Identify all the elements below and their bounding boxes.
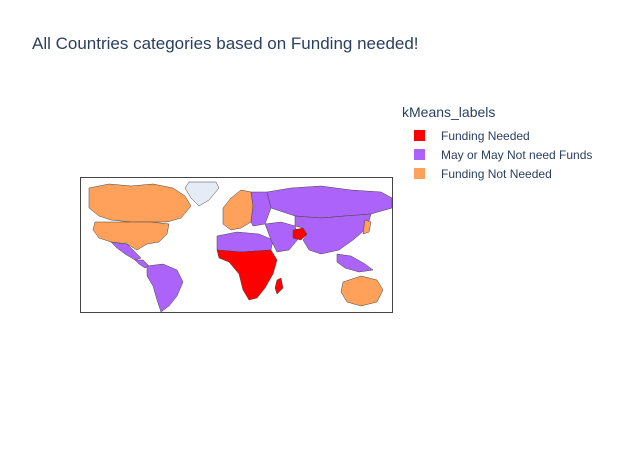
legend-label: Funding Not Needed xyxy=(441,166,552,181)
russia-region[interactable] xyxy=(266,185,392,219)
south-america-region[interactable] xyxy=(146,263,184,312)
asia-region[interactable] xyxy=(294,213,372,255)
united-states-region[interactable] xyxy=(92,221,170,251)
legend-title: kMeans_labels xyxy=(402,104,496,120)
legend-swatch-funding-not-needed xyxy=(414,168,425,179)
legend-item-may-or-may-not[interactable]: May or May Not need Funds xyxy=(402,145,592,164)
chart-title: All Countries categories based on Fundin… xyxy=(32,34,419,53)
north-africa-region[interactable] xyxy=(216,231,274,253)
mexico-region[interactable] xyxy=(110,241,142,261)
japan-region[interactable] xyxy=(362,219,372,235)
canada-region[interactable] xyxy=(88,183,192,223)
afghanistan-region[interactable] xyxy=(292,227,308,241)
legend-label: Funding Needed xyxy=(441,128,530,143)
legend-swatch-may-or-may-not xyxy=(414,149,425,160)
eastern-europe-region[interactable] xyxy=(250,191,272,227)
greenland-region[interactable] xyxy=(184,181,220,207)
world-map[interactable] xyxy=(80,177,393,313)
sub-saharan-africa-region[interactable] xyxy=(216,249,278,301)
australia-region[interactable] xyxy=(340,275,384,307)
southeast-asia-region[interactable] xyxy=(336,253,374,273)
madagascar-region[interactable] xyxy=(274,277,284,295)
legend-item-funding-needed[interactable]: Funding Needed xyxy=(402,126,592,145)
legend-label: May or May Not need Funds xyxy=(441,147,593,162)
legend: kMeans_labels Funding Needed May or May … xyxy=(402,104,592,183)
western-europe-region[interactable] xyxy=(222,189,254,231)
map-canvas[interactable] xyxy=(81,178,392,312)
legend-swatch-funding-needed xyxy=(414,130,425,141)
legend-item-funding-not-needed[interactable]: Funding Not Needed xyxy=(402,164,592,183)
middle-east-region[interactable] xyxy=(264,221,300,253)
